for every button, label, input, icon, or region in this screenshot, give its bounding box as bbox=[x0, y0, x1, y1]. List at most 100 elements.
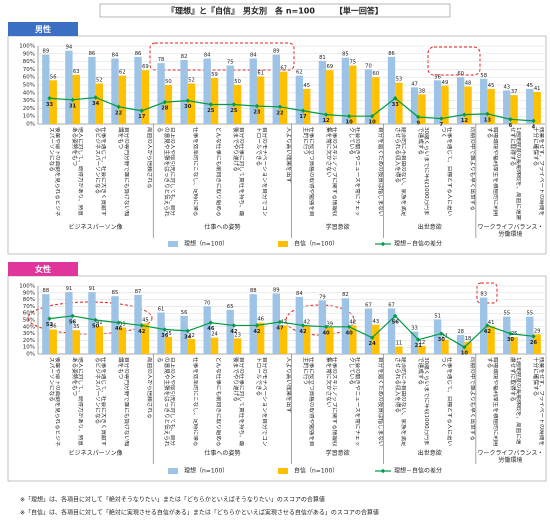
diff-label: 9 bbox=[416, 120, 420, 126]
value-label: 45 bbox=[303, 83, 310, 89]
y-tick-label: 60% bbox=[23, 75, 35, 81]
value-label: 11 bbox=[396, 341, 403, 347]
panel-title: 男性 bbox=[35, 24, 51, 34]
value-label: 48 bbox=[465, 81, 472, 87]
value-label: 82 bbox=[342, 292, 349, 298]
diff-marker bbox=[139, 323, 144, 328]
diff-marker bbox=[393, 313, 398, 319]
diff-marker bbox=[185, 98, 190, 103]
diff-label: 46 bbox=[207, 326, 215, 332]
value-label: 62 bbox=[119, 70, 126, 76]
bar bbox=[480, 297, 488, 354]
x-tick-label: 1週間程度の長期休暇を、周囲に遠慮せずに取得する bbox=[508, 357, 521, 445]
y-tick-label: 50% bbox=[23, 318, 35, 324]
value-label: 42 bbox=[303, 319, 310, 325]
diff-label: 47 bbox=[276, 326, 284, 332]
bar bbox=[111, 296, 119, 354]
y-tick-label: 70% bbox=[23, 304, 35, 310]
bar bbox=[95, 83, 103, 124]
value-label: 33 bbox=[411, 326, 418, 332]
bar bbox=[510, 337, 518, 354]
diff-label: 42 bbox=[253, 329, 261, 335]
bar bbox=[134, 56, 142, 124]
diff-marker bbox=[93, 317, 98, 323]
diff-label: 46 bbox=[115, 326, 123, 332]
x-tick-label: 職場環境や福利厚生を積極的に利用する bbox=[485, 127, 498, 217]
diff-marker bbox=[508, 331, 513, 336]
diff-marker bbox=[254, 103, 260, 109]
diff-marker bbox=[369, 114, 375, 119]
value-label: 65 bbox=[227, 304, 234, 310]
diff-marker bbox=[462, 345, 467, 350]
group-label: 学習意欲 bbox=[325, 450, 350, 457]
diff-marker bbox=[485, 323, 490, 328]
value-label: 28 bbox=[457, 329, 464, 335]
value-label: 45 bbox=[488, 83, 495, 89]
x-tick-label: 仕事を通じて、目標とする人に追いつく bbox=[439, 357, 452, 447]
diff-label: 30 bbox=[507, 337, 515, 343]
y-tick-label: 90% bbox=[23, 290, 35, 296]
diff-label: 52 bbox=[46, 322, 54, 328]
bar bbox=[387, 308, 396, 354]
value-label: 47 bbox=[411, 81, 418, 87]
bar bbox=[279, 325, 288, 354]
panel-header-bg bbox=[8, 262, 78, 276]
diff-marker bbox=[162, 99, 167, 105]
diff-label: 28 bbox=[161, 106, 169, 112]
diff-label: 10 bbox=[461, 351, 469, 357]
diff-label: 24 bbox=[369, 341, 377, 347]
bar bbox=[210, 337, 219, 354]
bar bbox=[49, 329, 57, 354]
diff-label: 34 bbox=[92, 101, 100, 107]
bar bbox=[118, 327, 127, 354]
bar bbox=[272, 293, 280, 354]
x-tick-label: 周囲の人から信頼される bbox=[146, 357, 153, 419]
value-label: 56 bbox=[181, 310, 188, 316]
diff-label: 40 bbox=[345, 330, 353, 336]
x-tick-label: 目上の人や取引先に対しても、自分の意見や主張をはっきりと伝えられる bbox=[156, 357, 176, 447]
value-label: 35 bbox=[73, 324, 80, 330]
diff-marker bbox=[208, 320, 214, 325]
group-label: 仕事への姿勢 bbox=[204, 224, 241, 231]
x-tick-label: 仕事を通じて、社会に大きく貢献するビジネスパーソンになる bbox=[93, 357, 107, 447]
value-label: 52 bbox=[96, 77, 103, 83]
diff-marker bbox=[139, 108, 144, 113]
group-label: 出世意欲 bbox=[417, 450, 442, 457]
value-label: 79 bbox=[319, 294, 326, 300]
diff-marker bbox=[323, 324, 329, 329]
y-tick-label: 0% bbox=[26, 352, 35, 358]
x-tick-label: 目上の人や取引先に対しても、自分の意見や主張をはっきりと伝えられる bbox=[156, 127, 176, 217]
bar bbox=[326, 327, 334, 354]
y-tick-label: 20% bbox=[23, 338, 35, 344]
bar bbox=[480, 78, 488, 124]
bar bbox=[203, 58, 211, 125]
value-label: 49 bbox=[442, 80, 449, 86]
bar bbox=[364, 308, 373, 354]
value-label: 84 bbox=[296, 291, 303, 297]
bar bbox=[210, 77, 219, 124]
value-label: 67 bbox=[280, 66, 287, 72]
diff-marker bbox=[208, 102, 214, 107]
bar bbox=[42, 54, 50, 124]
diff-marker bbox=[462, 112, 467, 117]
bar bbox=[118, 75, 127, 124]
legend-label: 理想（n=100） bbox=[184, 240, 228, 248]
x-tick-label: 職場環境や福利厚生を積極的に利用する bbox=[485, 357, 498, 447]
bar bbox=[233, 338, 242, 354]
value-label: 84 bbox=[204, 52, 211, 58]
diff-label: 42 bbox=[230, 329, 238, 335]
value-label: 58 bbox=[480, 73, 487, 79]
value-label: 62 bbox=[296, 70, 303, 76]
value-label: 50 bbox=[234, 79, 241, 85]
x-tick-label: 自分の専門分野で誰にも負けない知識をもつ bbox=[116, 127, 130, 217]
value-label: 82 bbox=[181, 54, 188, 60]
bar bbox=[410, 331, 419, 354]
value-label: 36 bbox=[50, 324, 57, 330]
bar bbox=[180, 60, 188, 124]
group-label: ビジネスパーソン像 bbox=[68, 450, 123, 457]
value-label: 89 bbox=[273, 49, 280, 55]
panel-header-bg bbox=[8, 22, 78, 36]
bar bbox=[203, 306, 211, 354]
legend-swatch bbox=[380, 468, 386, 474]
